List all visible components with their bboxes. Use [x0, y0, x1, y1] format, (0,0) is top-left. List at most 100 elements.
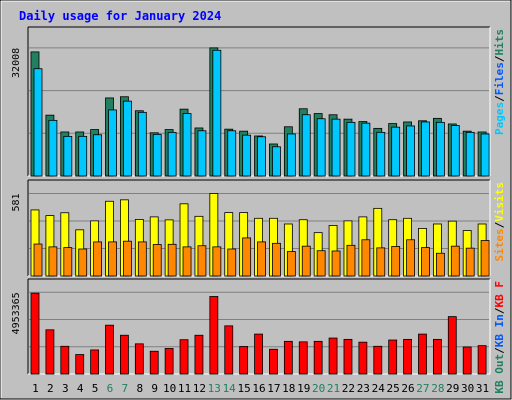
legend-item-kb-in: KB In — [493, 314, 506, 347]
x-tick-label-day-28: 28 — [431, 382, 444, 395]
x-tick-label-day-31: 31 — [476, 382, 489, 395]
bar-hits-files-day-3 — [63, 135, 73, 177]
bar-kbytes-kb-f-day-14 — [224, 325, 234, 375]
x-tick-label-day-15: 15 — [237, 382, 250, 395]
bar-visits-sites-day-6 — [108, 241, 117, 277]
y-max-label-hits: 32008 — [11, 48, 22, 78]
bar-kbytes-kb-f-day-4 — [75, 354, 85, 375]
bar-kbytes-kb-f-day-20 — [313, 340, 323, 375]
bar-hits-files-day-13 — [212, 49, 222, 177]
bar-kbytes-kb-f-day-2 — [45, 329, 55, 375]
bar-visits-sites-day-21 — [331, 250, 341, 277]
bar-visits-sites-day-4 — [78, 248, 88, 277]
bars-visits — [30, 193, 490, 277]
bar-hits-files-day-6 — [108, 109, 117, 177]
bar-visits-sites-day-25 — [391, 246, 401, 277]
bar-kbytes-kb-f-day-15 — [239, 346, 249, 375]
bar-visits-sites-day-13 — [212, 246, 222, 277]
bar-hits-files-day-14 — [227, 130, 237, 177]
x-tick-label-day-5: 5 — [92, 382, 99, 395]
x-tick-label-day-6: 6 — [107, 382, 114, 395]
bar-kbytes-kb-f-day-23 — [358, 341, 368, 375]
bar-visits-sites-day-1 — [33, 243, 43, 277]
bar-visits-sites-day-22 — [346, 244, 356, 277]
bar-hits-files-day-1 — [33, 68, 43, 177]
bar-kbytes-kb-f-day-8 — [134, 343, 144, 375]
bar-kbytes-kb-f-day-3 — [60, 345, 70, 375]
bar-visits-sites-day-20 — [316, 250, 326, 277]
bar-hits-files-day-9 — [152, 133, 162, 177]
bar-kbytes-kb-f-day-31 — [477, 345, 487, 375]
bar-visits-sites-day-28 — [435, 252, 445, 277]
bars-hits — [30, 47, 490, 177]
x-tick-label-day-18: 18 — [282, 382, 295, 395]
chart-title: Daily usage for January 2024 — [19, 9, 221, 23]
x-tick-label-day-22: 22 — [342, 382, 355, 395]
bar-hits-files-day-19 — [301, 114, 311, 177]
bar-kbytes-kb-f-day-12 — [194, 334, 204, 375]
bar-kbytes-kb-f-day-9 — [149, 350, 159, 375]
bar-kbytes-kb-f-day-11 — [179, 339, 189, 375]
bar-kbytes-kb-f-day-22 — [343, 338, 353, 375]
bar-visits-sites-day-2 — [48, 246, 58, 277]
bar-kbytes-kb-f-day-19 — [298, 341, 308, 375]
bar-hits-files-day-27 — [421, 121, 430, 177]
x-tick-label-day-21: 21 — [327, 382, 340, 395]
x-tick-label-day-30: 30 — [461, 382, 474, 395]
legend-separator: / — [493, 307, 506, 314]
legend-separator: / — [493, 55, 506, 62]
bar-hits-files-day-2 — [48, 119, 58, 177]
bar-kbytes-kb-f-day-25 — [388, 339, 398, 375]
bar-kbytes-kb-f-day-10 — [164, 348, 174, 375]
bar-hits-files-day-17 — [272, 146, 281, 177]
legend-kbytes: KB Out/KB In/KB F — [493, 281, 506, 394]
legend-item-pages: Pages — [493, 102, 506, 135]
bar-kbytes-kb-f-day-30 — [462, 346, 472, 375]
bars-kbytes — [30, 292, 487, 375]
panel-hits: 32008 Pages/Files/Hits — [11, 26, 506, 177]
legend-item-sites: Sites — [493, 228, 506, 261]
x-tick-label-day-2: 2 — [47, 382, 54, 395]
x-tick-label-day-23: 23 — [357, 382, 370, 395]
bar-kbytes-kb-f-day-13 — [209, 296, 219, 375]
bar-hits-files-day-20 — [316, 118, 326, 177]
bar-hits-files-day-31 — [480, 133, 490, 177]
bar-kbytes-kb-f-day-27 — [418, 333, 427, 375]
x-tick-label-day-14: 14 — [223, 382, 237, 395]
x-tick-label-day-27: 27 — [416, 382, 429, 395]
legend-item-kb-out: KB Out — [493, 354, 506, 394]
x-tick-label-day-13: 13 — [208, 382, 221, 395]
bar-hits-files-day-5 — [93, 134, 103, 177]
bar-visits-sites-day-19 — [301, 245, 311, 277]
bar-visits-sites-day-30 — [465, 247, 475, 277]
bar-hits-files-day-21 — [331, 118, 341, 177]
bar-visits-sites-day-12 — [197, 245, 207, 277]
bar-visits-sites-day-14 — [227, 248, 237, 277]
bar-hits-files-day-10 — [167, 131, 177, 177]
bar-hits-files-day-30 — [465, 131, 475, 177]
bar-visits-sites-day-7 — [123, 240, 132, 277]
bar-hits-files-day-11 — [182, 113, 192, 177]
bar-hits-files-day-7 — [123, 100, 132, 177]
bar-hits-files-day-22 — [346, 121, 356, 177]
legend-hits: Pages/Files/Hits — [493, 29, 506, 135]
x-tick-label-day-20: 20 — [312, 382, 325, 395]
x-tick-label-day-7: 7 — [122, 382, 129, 395]
bar-kbytes-kb-f-day-16 — [254, 333, 263, 375]
x-tick-label-day-16: 16 — [252, 382, 265, 395]
bar-kbytes-kb-f-day-26 — [403, 338, 412, 375]
bar-kbytes-kb-f-day-24 — [373, 345, 383, 375]
bar-hits-files-day-12 — [197, 130, 207, 177]
legend-separator: / — [493, 95, 506, 102]
bar-hits-files-day-24 — [376, 131, 386, 177]
bar-visits-sites-day-15 — [242, 237, 252, 277]
legend-item-kb-f: KB F — [493, 281, 506, 308]
bar-kbytes-kb-f-day-17 — [269, 348, 278, 375]
bar-visits-sites-day-31 — [480, 240, 490, 277]
bar-visits-sites-day-24 — [376, 247, 386, 277]
bar-hits-files-day-15 — [242, 134, 252, 177]
x-tick-label-day-9: 9 — [151, 382, 158, 395]
